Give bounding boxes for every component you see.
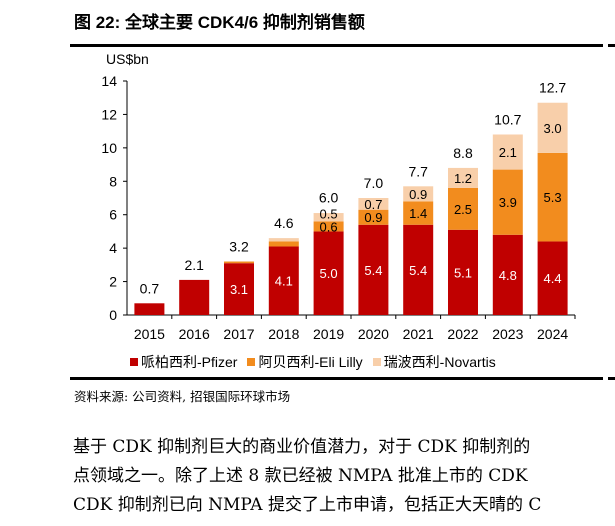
legend-item: 瑞波西利-Novartis [372,352,496,372]
title-rule [70,44,603,47]
legend-label: 瑞波西利-Novartis [383,354,496,370]
data-label: 0.7 [364,197,382,212]
data-label: 3.9 [499,195,517,210]
stacked-bar-chart: US$bn 0 2 4 6 8 10 12 14 2015 0.7 2016 2.1 2017 3.1 3.2… [101,51,576,342]
legend-swatch [372,358,381,366]
data-label: 2.1 [499,145,517,160]
legend-item: 阿贝西利-Eli Lilly [247,352,363,372]
body-line: 点领域之一。除了上述 8 款已经被 NMPA 批准上市的 CDK [73,466,528,486]
body-text: 基于 CDK 抑制剂巨大的商业价值潜力，对于 CDK 抑制剂的 点领域之一。除了… [73,433,541,520]
x-tick-label: 2016 [179,326,210,342]
adjacent-figure-rule [608,44,615,47]
y-tick-label: 14 [101,73,117,89]
data-label: 5.3 [544,190,562,205]
data-label: 4.4 [544,271,562,286]
source-rule [70,377,603,380]
total-label: 4.6 [274,215,294,231]
y-tick-label: 4 [109,240,117,256]
bar-segment [537,102,568,153]
total-label: 7.7 [408,163,428,179]
total-label: 7.0 [364,175,384,191]
bar-segment [448,187,478,230]
x-tick-label: 2024 [537,326,568,342]
bar-segment [403,224,434,315]
y-tick-label: 12 [101,106,117,122]
x-tick-label: 2018 [268,326,299,342]
data-label: 5.4 [364,263,382,278]
x-tick-label: 2021 [403,326,434,342]
x-tick-label: 2022 [447,326,478,342]
total-label: 6.0 [319,189,339,205]
data-label: 0.9 [409,187,427,202]
total-label: 3.2 [229,239,249,255]
bar-segment [537,241,568,315]
x-tick-label: 2019 [313,326,344,342]
legend: 哌柏西利-Pfizer 阿贝西利-Eli Lilly 瑞波西利-Novartis [130,352,496,372]
bar-segment [313,221,344,232]
data-label: 4.1 [275,274,293,289]
y-tick-label: 8 [109,173,117,189]
body-line: CDK 抑制剂已向 NMPA 提交了上市申请，包括正大天晴的 C [73,495,542,515]
total-label: 10.7 [494,111,521,127]
bar-segment [403,186,434,202]
bar-segment [448,167,478,188]
bar-segment [492,234,523,315]
data-label: 2.5 [454,202,472,217]
bar-segment [537,152,568,242]
bar-segment [224,261,254,264]
x-tick-label: 2015 [134,326,165,342]
total-label: 12.7 [539,80,566,96]
bar-segment [268,238,299,242]
legend-label: 阿贝西利-Eli Lilly [258,354,363,370]
data-label: 5.4 [409,263,427,278]
data-label: 5.1 [454,265,472,280]
y-tick-label: 0 [109,307,117,323]
data-label: 5.0 [320,266,338,281]
data-label: 3.0 [544,121,562,136]
data-label: 1.2 [454,171,472,186]
bar-segment [268,246,299,315]
data-label: 3.1 [230,282,248,297]
bar-segment [224,263,254,315]
legend-item: 哌柏西利-Pfizer [130,352,237,372]
data-label: 4.8 [499,268,517,283]
total-label: 8.8 [453,145,473,161]
adjacent-source-rule [608,377,615,380]
legend-label: 哌柏西利-Pfizer [141,354,238,370]
bar-segment [492,169,523,235]
bar-segment [134,303,165,315]
total-label: 0.7 [140,280,160,296]
bar-segment [448,229,478,315]
data-label: 0.6 [320,219,338,234]
bar-segment [179,279,210,315]
bar-segment [313,231,344,315]
x-tick-label: 2023 [492,326,523,342]
data-label: 1.4 [409,206,427,221]
bar-segment [358,224,389,315]
data-label: 0.9 [364,210,382,225]
legend-swatch [247,358,256,366]
x-tick-label: 2017 [223,326,254,342]
bar-segment [313,213,344,222]
legend-swatch [130,358,138,366]
bar-segment [358,198,389,210]
bar-segment [268,241,299,247]
data-label: 0.5 [320,206,338,221]
y-tick-label: 2 [109,274,117,290]
x-tick-label: 2020 [358,326,389,342]
y-axis-label: US$bn [106,51,149,67]
source-note: 资料来源: 公司资料, 招银国际环球市场 [74,389,291,404]
y-tick-label: 10 [101,140,117,156]
body-line: 基于 CDK 抑制剂巨大的商业价值潜力，对于 CDK 抑制剂的 [73,437,531,457]
bar-segment [403,201,434,225]
total-label: 2.1 [184,257,204,273]
y-tick-label: 6 [109,207,117,223]
bar-segment [358,209,389,225]
bar-segment [492,134,523,170]
figure-title: 图 22: 全球主要 CDK4/6 抑制剂销售额 [74,13,365,32]
